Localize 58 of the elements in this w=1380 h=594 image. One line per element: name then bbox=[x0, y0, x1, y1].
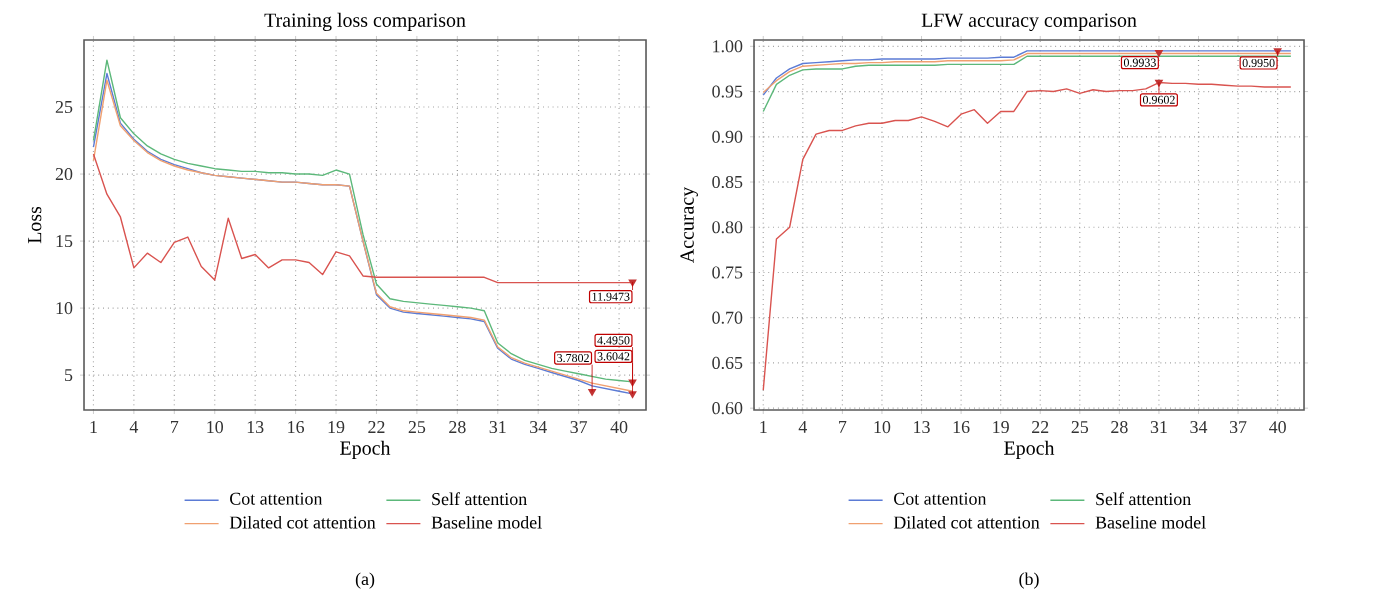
legend-label: Dilated cot attention bbox=[229, 515, 376, 529]
x-tick-label: 28 bbox=[449, 421, 466, 434]
text: (a) bbox=[355, 572, 375, 589]
x-tick-label: 37 bbox=[1229, 421, 1247, 434]
legend-label: Baseline model bbox=[1095, 515, 1206, 529]
x-tick-label: 13 bbox=[247, 421, 264, 434]
text: (b) bbox=[1019, 572, 1039, 589]
x-tick-label: 34 bbox=[530, 421, 547, 434]
legend-label: Self attention bbox=[1096, 492, 1191, 506]
x-axis-title: Epoch bbox=[1004, 440, 1055, 459]
y-tick-label: 25 bbox=[55, 101, 73, 114]
x-tick-label: 19 bbox=[328, 421, 345, 434]
legend-label: Baseline model bbox=[431, 515, 542, 529]
legend-label: Cot attention bbox=[894, 492, 987, 505]
y-tick-label: 0.90 bbox=[712, 130, 743, 143]
y-tick-label: 0.65 bbox=[712, 356, 743, 370]
x-tick-label: 28 bbox=[1111, 421, 1128, 434]
x-tick-label: 31 bbox=[1150, 421, 1167, 434]
x-tick-label: 4 bbox=[798, 421, 808, 433]
x-tick-label: 4 bbox=[129, 421, 139, 433]
x-tick-label: 13 bbox=[914, 421, 930, 434]
x-tick-label: 10 bbox=[874, 421, 891, 434]
x-tick-label: 37 bbox=[570, 421, 588, 434]
x-tick-label: 10 bbox=[207, 421, 224, 434]
x-tick-label: 19 bbox=[993, 421, 1009, 434]
x-tick-label: 22 bbox=[368, 421, 385, 433]
x-tick-label: 34 bbox=[1190, 421, 1208, 434]
chart-title: LFW accuracy comparison bbox=[921, 13, 1137, 31]
legend-label: Self attention bbox=[432, 492, 527, 506]
x-tick-label: 16 bbox=[288, 421, 305, 434]
x-tick-label: 22 bbox=[1032, 421, 1049, 433]
legend-label: Dilated cot attention bbox=[893, 515, 1040, 529]
y-tick-label: 20 bbox=[55, 167, 73, 181]
y-tick-label: 0.60 bbox=[712, 402, 743, 415]
y-tick-label: 0.85 bbox=[712, 175, 743, 189]
x-tick-label: 40 bbox=[610, 421, 628, 434]
y-axis-title: Loss bbox=[28, 206, 42, 244]
x-tick-label: 1 bbox=[760, 421, 767, 433]
y-axis-title: Accuracy bbox=[680, 186, 698, 263]
y-tick-label: 0.75 bbox=[712, 266, 743, 279]
x-tick-label: 16 bbox=[953, 421, 970, 434]
x-tick-label: 1 bbox=[90, 421, 97, 433]
y-tick-label: 0.70 bbox=[712, 311, 743, 324]
y-tick-label: 5 bbox=[65, 369, 73, 382]
x-tick-label: 7 bbox=[839, 421, 847, 433]
y-tick-label: 0.95 bbox=[712, 85, 743, 98]
legend-label: Cot attention bbox=[230, 492, 323, 505]
x-tick-label: 40 bbox=[1269, 421, 1286, 434]
x-tick-label: 25 bbox=[1071, 421, 1089, 434]
x-tick-label: 25 bbox=[408, 421, 426, 434]
y-tick-label: 0.80 bbox=[712, 221, 743, 234]
y-tick-label: 10 bbox=[56, 302, 73, 315]
x-tick-label: 7 bbox=[171, 421, 179, 433]
y-tick-label: 1.00 bbox=[713, 40, 743, 53]
x-axis-title: Epoch bbox=[340, 440, 391, 459]
chart-title: Training loss comparison bbox=[264, 12, 466, 32]
x-tick-label: 31 bbox=[489, 421, 506, 434]
y-tick-label: 15 bbox=[56, 235, 73, 248]
